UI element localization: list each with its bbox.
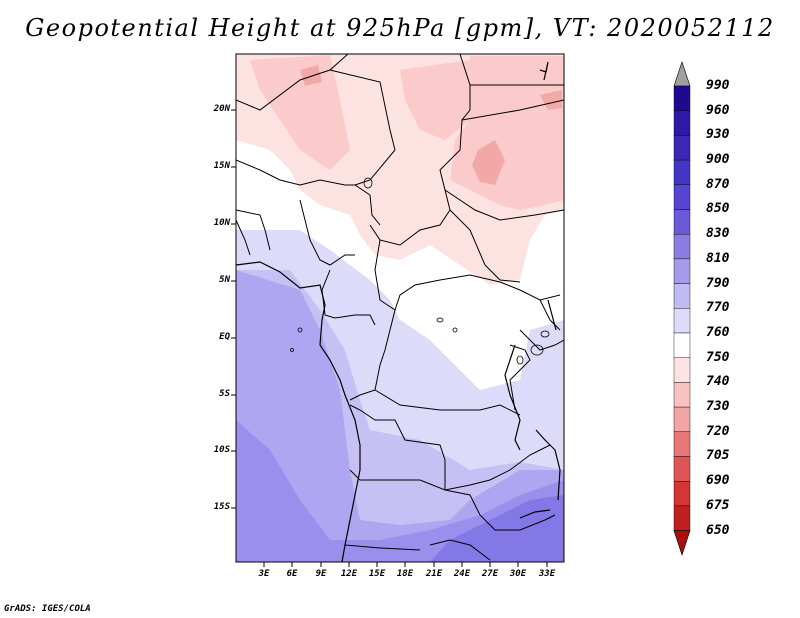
cb-label-740: 740	[706, 374, 730, 389]
lat-label-15s: 15S	[213, 502, 230, 512]
colorbar-bottom-arrow	[673, 530, 691, 556]
cb-box-740	[673, 382, 691, 408]
cb-label-850: 850	[706, 201, 730, 216]
cb-box-930	[673, 135, 691, 161]
cb-label-750: 750	[706, 350, 730, 365]
lat-label-eq: EQ	[219, 332, 230, 342]
cb-label-900: 900	[706, 152, 730, 167]
cb-label-675: 675	[706, 498, 730, 513]
lat-label-15n: 15N	[213, 161, 230, 171]
cb-label-760: 760	[706, 325, 730, 340]
lon-label-18e: 18E	[396, 569, 414, 579]
map-title: Geopotential Height at 925hPa [gpm], VT:…	[25, 14, 775, 42]
lakes	[290, 177, 550, 365]
cb-box-675	[673, 505, 691, 531]
cb-box-705	[673, 456, 691, 482]
coastline	[236, 61, 561, 562]
lat-label-5n: 5N	[219, 275, 230, 285]
lat-label-5s: 5S	[219, 389, 230, 399]
lat-label-10s: 10S	[213, 445, 230, 455]
colorbar-top-arrow	[673, 61, 691, 87]
cb-box-690	[673, 481, 691, 507]
height-field	[236, 54, 564, 562]
lon-ticks	[263, 562, 548, 567]
cb-label-960: 960	[706, 103, 730, 118]
cb-label-870: 870	[706, 177, 730, 192]
lon-label-27e: 27E	[481, 569, 499, 579]
lon-label-24e: 24E	[453, 569, 471, 579]
lon-label-30e: 30E	[509, 569, 527, 579]
lon-label-15e: 15E	[368, 569, 386, 579]
lat-ticks	[231, 109, 236, 509]
lon-label-6e: 6E	[286, 569, 298, 579]
cb-box-900	[673, 159, 691, 186]
cb-label-810: 810	[706, 251, 730, 266]
cb-box-730	[673, 406, 691, 433]
cb-label-705: 705	[706, 448, 730, 463]
lon-label-9e: 9E	[315, 569, 327, 579]
field-740	[250, 55, 350, 170]
field-850	[430, 495, 564, 562]
cb-box-990	[673, 85, 691, 111]
cb-label-990: 990	[706, 78, 730, 93]
cb-box-790	[673, 283, 691, 309]
colorbar	[673, 61, 691, 556]
cb-box-750	[673, 357, 691, 383]
lon-label-12e: 12E	[340, 569, 358, 579]
cb-label-830: 830	[706, 226, 730, 241]
grads-credit: GrADS: IGES/COLA	[4, 604, 91, 614]
cb-box-870	[673, 184, 691, 210]
cb-label-720: 720	[706, 424, 730, 439]
cb-label-730: 730	[706, 399, 730, 414]
cb-label-650: 650	[706, 523, 730, 538]
cb-label-690: 690	[706, 473, 730, 488]
lon-label-21e: 21E	[425, 569, 443, 579]
lat-label-10n: 10N	[213, 218, 230, 228]
map-frame	[235, 53, 565, 563]
field-810	[236, 270, 564, 562]
cb-label-790: 790	[706, 276, 730, 291]
cb-box-770	[673, 308, 691, 334]
lat-label-20n: 20N	[213, 104, 230, 114]
cb-label-770: 770	[706, 300, 730, 315]
cb-box-760	[673, 332, 691, 358]
country-borders	[236, 54, 564, 561]
cb-box-810	[673, 258, 691, 284]
cb-box-720	[673, 431, 691, 457]
lon-label-3e: 3E	[258, 569, 270, 579]
cb-label-930: 930	[706, 127, 730, 142]
cb-box-960	[673, 110, 691, 136]
lon-label-33e: 33E	[538, 569, 556, 579]
field-730	[472, 140, 505, 185]
cb-box-830	[673, 233, 691, 260]
cb-box-850	[673, 209, 691, 235]
